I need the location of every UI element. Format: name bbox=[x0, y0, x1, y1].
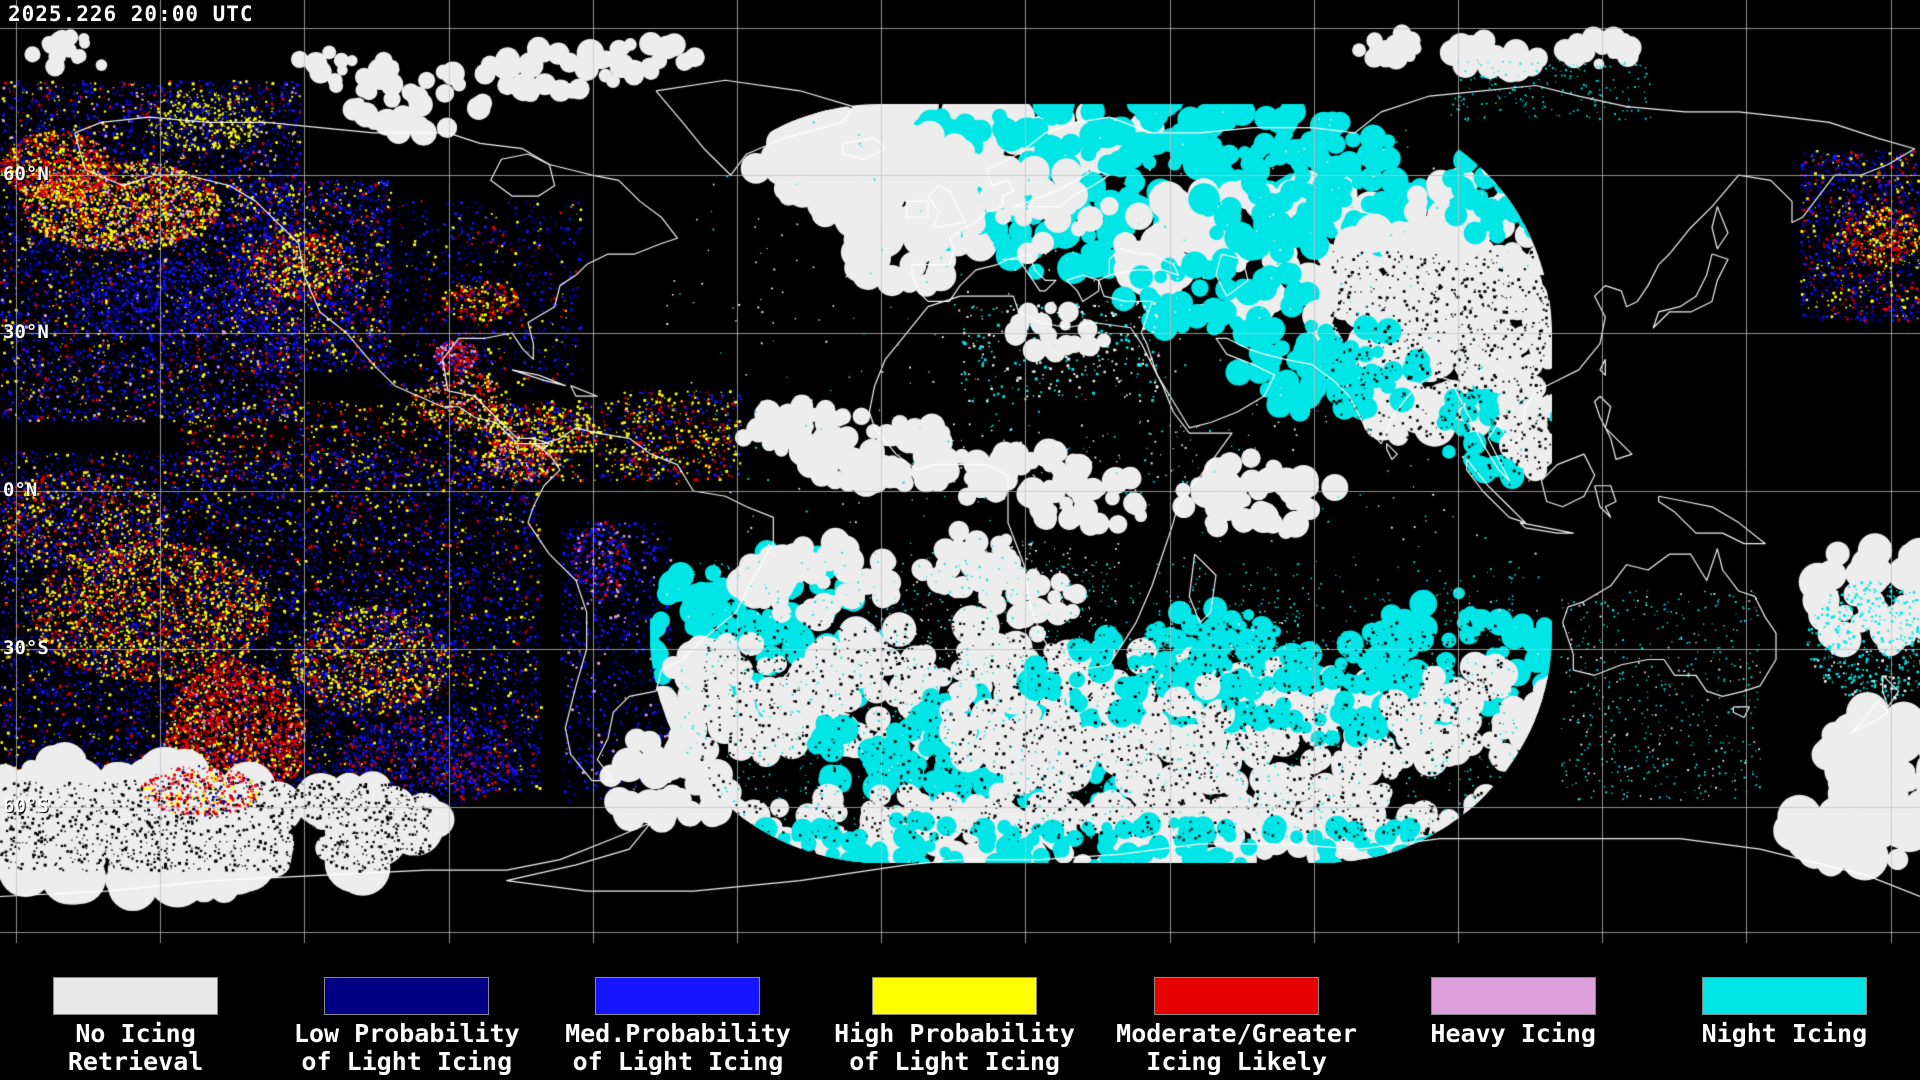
legend-swatch-heavy-icing bbox=[1430, 977, 1596, 1015]
legend-item-moderate-icing: Moderate/Greater Icing Likely bbox=[1116, 977, 1357, 1076]
map-area: 2025.226 20:00 UTC 60°N 30°N 0°N 30°S 60°S bbox=[0, 0, 1920, 970]
legend-item-no-icing: No Icing Retrieval bbox=[21, 977, 251, 1076]
legend-label-line1: Night Icing bbox=[1701, 1019, 1868, 1048]
legend-swatch-high-prob bbox=[872, 977, 1038, 1015]
legend-label-line1: Low Probability bbox=[293, 1019, 520, 1048]
lat-label: 60°S bbox=[3, 794, 49, 817]
legend-swatch-moderate-icing bbox=[1154, 977, 1320, 1015]
legend-label-line2: of Light Icing bbox=[572, 1047, 784, 1076]
legend-label-line1: Heavy Icing bbox=[1430, 1019, 1596, 1048]
legend-item-med-prob: Med.Probability of Light Icing bbox=[563, 977, 793, 1076]
legend-swatch-low-prob bbox=[324, 977, 490, 1015]
lat-label: 60°N bbox=[3, 162, 49, 185]
legend-label-line1: High Probability bbox=[834, 1019, 1075, 1048]
legend-swatch-no-icing bbox=[53, 977, 219, 1015]
legend-label-line2: Icing Likely bbox=[1146, 1047, 1327, 1076]
legend-label-line1: Moderate/Greater bbox=[1116, 1019, 1357, 1048]
legend-item-low-prob: Low Probability of Light Icing bbox=[292, 977, 522, 1076]
lat-label: 0°N bbox=[3, 478, 38, 501]
lat-label: 30°N bbox=[3, 320, 49, 343]
legend-label-line1: Med.Probability bbox=[565, 1019, 791, 1048]
lat-label: 30°S bbox=[3, 636, 49, 659]
legend-item-heavy-icing: Heavy Icing bbox=[1398, 977, 1628, 1048]
legend-bar: No Icing Retrieval Low Probability of Light… bbox=[0, 970, 1920, 1080]
legend-label-line2: Retrieval bbox=[67, 1047, 204, 1076]
legend-item-night-icing: Night Icing bbox=[1669, 977, 1899, 1048]
legend-label-line2: of Light Icing bbox=[849, 1047, 1060, 1076]
legend-swatch-med-prob bbox=[595, 977, 761, 1015]
legend-label-line1: No Icing bbox=[75, 1019, 196, 1048]
legend-item-high-prob: High Probability of Light Icing bbox=[834, 977, 1075, 1076]
legend-swatch-night-icing bbox=[1701, 977, 1867, 1015]
timestamp: 2025.226 20:00 UTC bbox=[8, 2, 254, 26]
legend-label-line2: of Light Icing bbox=[301, 1047, 513, 1076]
world-map-canvas bbox=[0, 0, 1920, 970]
